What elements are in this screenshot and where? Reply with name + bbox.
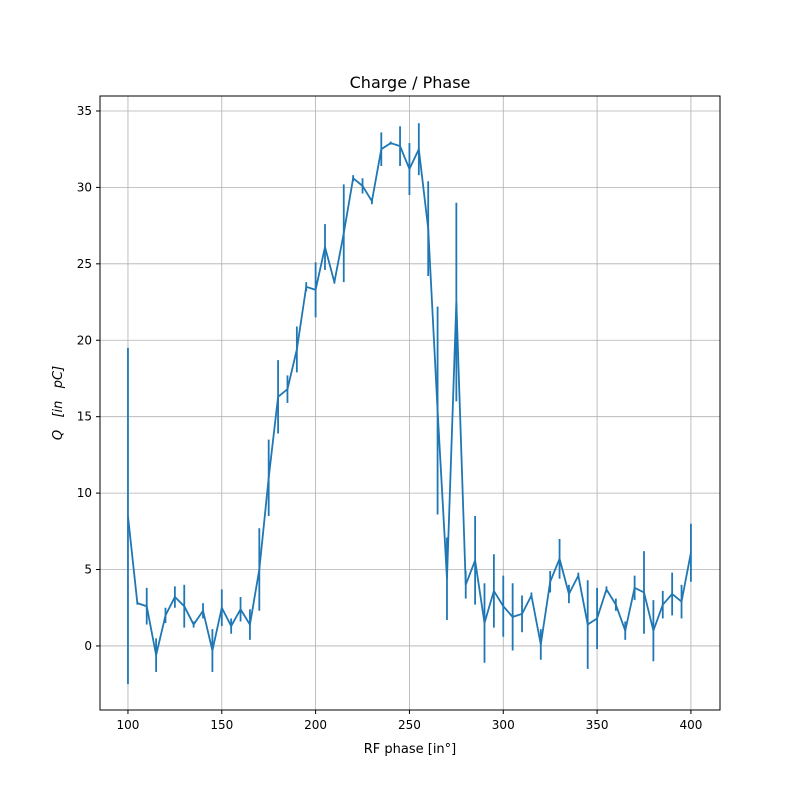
x-tick-label: 400 (679, 718, 702, 732)
y-tick-label: 20 (77, 333, 92, 347)
y-axis-label: Q [in pC] (51, 366, 66, 440)
y-tick-label: 25 (77, 257, 92, 271)
x-tick-label: 250 (398, 718, 421, 732)
x-tick-label: 100 (117, 718, 140, 732)
x-tick-label: 350 (586, 718, 609, 732)
series-line (127, 142, 692, 656)
y-tick-label: 15 (77, 410, 92, 424)
x-tick-label: 150 (210, 718, 233, 732)
y-tick-label: 10 (77, 486, 92, 500)
y-tick-label: 35 (77, 104, 92, 118)
axes-frame (99, 95, 721, 711)
chart-title: Charge / Phase (350, 73, 471, 92)
y-tick-label: 5 (84, 563, 92, 577)
x-tick-label: 200 (304, 718, 327, 732)
x-axis-label: RF phase [in°] (364, 742, 457, 757)
y-tick-label: 30 (77, 180, 92, 194)
x-tick-label: 300 (492, 718, 515, 732)
ticks: 100 150 200 250 300 350 400 0 5 10 15 20 25 30 35 (77, 104, 703, 732)
y-tick-label: 0 (84, 639, 92, 653)
